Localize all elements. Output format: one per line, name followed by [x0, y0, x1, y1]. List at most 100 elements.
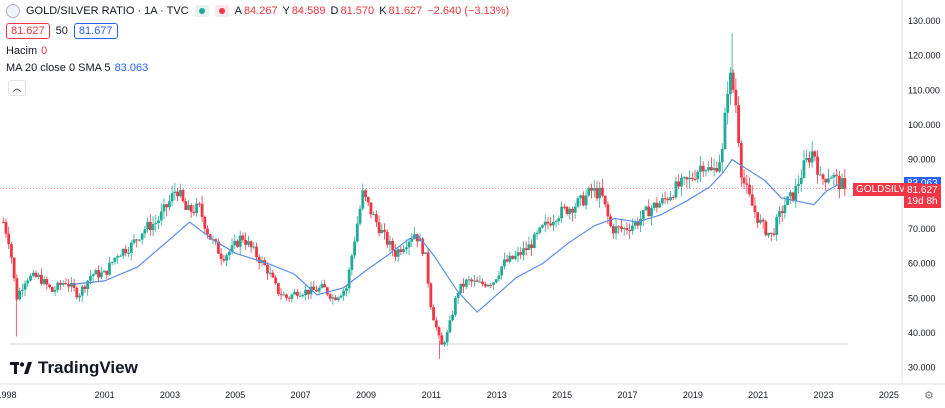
volume-value: 0	[41, 45, 48, 57]
candle-body	[519, 252, 523, 255]
candle-body	[45, 279, 49, 285]
candle-body	[726, 93, 730, 113]
candle-body	[323, 284, 327, 288]
symbol-title[interactable]: GOLD/SILVER RATIO · 1A · TVC	[26, 5, 189, 17]
ohlc-low-key: D	[330, 5, 339, 17]
candle-body	[459, 283, 463, 294]
candle-body	[372, 214, 376, 216]
candle-body	[159, 211, 163, 221]
volume-legend[interactable]: Hacim 0	[6, 45, 47, 57]
candle-body	[690, 177, 694, 180]
candle-body	[80, 286, 84, 296]
candle-body	[413, 234, 416, 239]
y-tick-label: 30.000	[908, 363, 936, 373]
candle-body	[552, 222, 555, 226]
candle-body	[532, 234, 536, 248]
candle-body	[739, 143, 743, 178]
ohlc-high-value: 84.589	[291, 5, 326, 17]
candle-body	[440, 335, 444, 345]
x-tick-label: 2023	[814, 390, 834, 400]
candle-body	[391, 240, 395, 251]
candle-body	[345, 288, 348, 291]
candle-body	[110, 261, 114, 263]
candle-body	[571, 208, 574, 213]
candle-body	[361, 190, 365, 209]
candle-body	[233, 240, 237, 246]
candle-body	[453, 298, 457, 315]
candle-body	[799, 177, 803, 185]
candle-body	[138, 239, 141, 241]
candle-body	[317, 287, 321, 292]
candle-body	[219, 253, 223, 259]
candle-body	[628, 230, 632, 232]
buy-button[interactable]: 81.677	[73, 23, 118, 39]
candle-body	[309, 286, 313, 295]
candle-body	[418, 238, 422, 242]
candle-body	[696, 171, 700, 180]
candle-body	[331, 297, 335, 299]
candle-body	[816, 156, 819, 175]
candle-body	[170, 193, 174, 202]
candle-body	[116, 256, 120, 258]
candle-body	[671, 197, 675, 199]
tradingview-logo[interactable]: TradingView	[10, 358, 138, 378]
candle-body	[151, 224, 155, 231]
sell-button[interactable]: 81.627	[6, 23, 50, 39]
candle-body	[399, 249, 403, 253]
candle-body	[374, 214, 378, 223]
candle-body	[230, 245, 234, 252]
y-tick-label: 110.000	[908, 85, 940, 95]
candle-body	[541, 225, 544, 228]
candle-body	[4, 222, 8, 234]
candle-body	[42, 279, 46, 284]
candle-body	[236, 240, 239, 247]
y-tick-label: 40.000	[908, 328, 936, 338]
candle-body	[565, 207, 569, 214]
candle-body	[704, 170, 708, 172]
candle-body	[614, 226, 618, 234]
ma-legend[interactable]: MA 20 close 0 SMA 5 83.063	[6, 62, 148, 74]
x-tick-label: 2003	[160, 390, 180, 400]
candle-body	[557, 218, 561, 222]
market-status-icon[interactable]	[194, 5, 209, 17]
candle-body	[225, 255, 228, 261]
candle-body	[287, 297, 291, 299]
candle-body	[208, 234, 212, 240]
candle-body	[20, 289, 24, 291]
candle-body	[625, 228, 629, 231]
candle-body	[508, 255, 512, 262]
candle-body	[290, 294, 294, 299]
candle-body	[339, 295, 343, 298]
data-status-icon[interactable]	[214, 5, 229, 17]
candle-body	[483, 284, 487, 287]
x-tick-label: 2017	[617, 390, 637, 400]
candle-body	[470, 279, 474, 282]
candle-body	[56, 282, 60, 290]
candle-body	[189, 205, 193, 212]
candle-body	[451, 314, 455, 321]
symbol-logo-icon	[6, 4, 20, 18]
candle-body	[135, 239, 139, 241]
candle-body	[255, 246, 258, 258]
candle-body	[707, 167, 711, 171]
candle-body	[257, 257, 261, 263]
candle-body	[298, 295, 302, 297]
candle-body	[606, 204, 610, 217]
candle-body	[304, 289, 307, 296]
candle-body	[513, 255, 517, 259]
x-tick-label: 2005	[225, 390, 245, 400]
candle-body	[26, 280, 30, 284]
candle-body	[560, 206, 563, 219]
candle-body	[780, 211, 784, 214]
candle-body	[358, 208, 362, 224]
settings-gear-icon[interactable]: ⚙	[924, 390, 934, 402]
candle-body	[271, 272, 275, 278]
x-tick-label: 2009	[356, 390, 376, 400]
candle-body	[154, 223, 158, 225]
candle-body	[328, 294, 332, 299]
candle-body	[633, 221, 637, 226]
candle-body	[535, 232, 539, 235]
candle-body	[511, 255, 514, 259]
collapse-legend-button[interactable]: ︿	[8, 80, 26, 96]
